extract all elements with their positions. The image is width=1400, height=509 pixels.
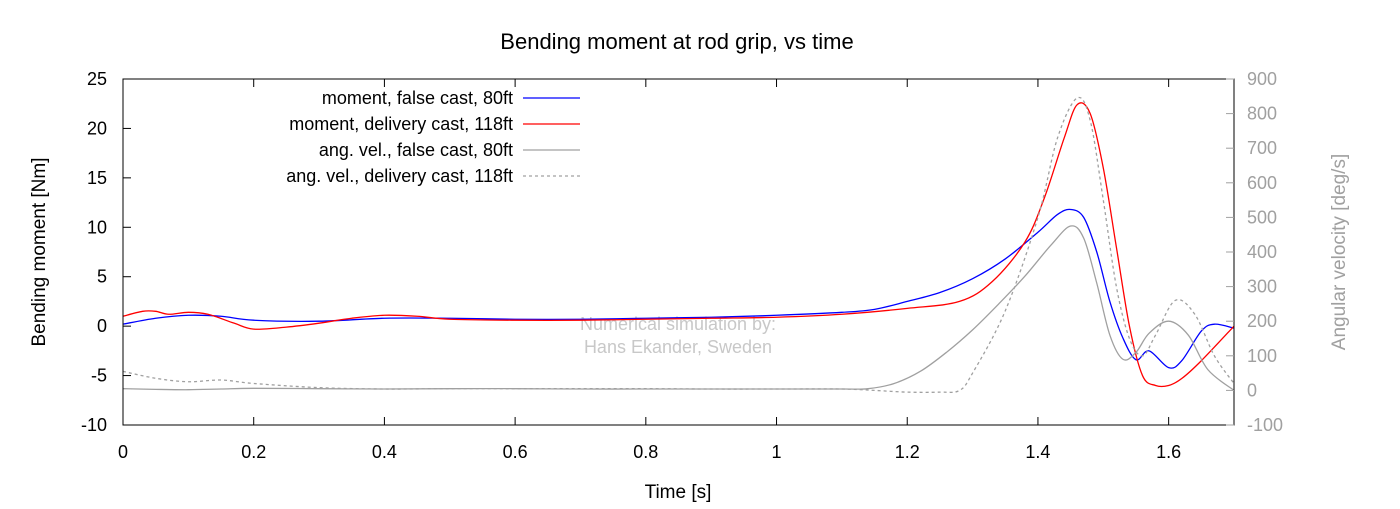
y-tick-label: 0	[97, 316, 107, 336]
y-tick-label: 5	[97, 267, 107, 287]
x-tick-label: 0	[118, 442, 128, 462]
watermark-line-2: Hans Ekander, Sweden	[584, 337, 772, 357]
x-tick-label: 0.8	[633, 442, 658, 462]
y-tick-label: 25	[87, 69, 107, 89]
y-tick-label: -10	[81, 415, 107, 435]
legend-label: moment, false cast, 80ft	[322, 88, 513, 108]
y2-tick-label: 500	[1247, 207, 1277, 227]
y-axis-label: Bending moment [Nm]	[29, 157, 50, 346]
legend: moment, false cast, 80ft moment, delivery…	[286, 88, 580, 186]
series-line-moment-delivery-cast-118ft	[122, 102, 1235, 388]
watermark-line-1: Numerical simulation by:	[580, 314, 776, 334]
x-tick-label: 1.2	[895, 442, 920, 462]
y2-tick-label: 100	[1247, 346, 1277, 366]
y-axis-left: -10 -5 0 5 10 15 20 25	[81, 69, 131, 435]
x-tick-label: 1.6	[1156, 442, 1181, 462]
y2-tick-label: 600	[1247, 173, 1277, 193]
y2-tick-label: 800	[1247, 104, 1277, 124]
chart-title: Bending moment at rod grip, vs time	[500, 29, 853, 54]
y2-tick-label: 0	[1247, 380, 1257, 400]
y2-tick-label: 200	[1247, 311, 1277, 331]
y2-axis-label: Angular velocity [deg/s]	[1329, 154, 1350, 350]
y-axis-right: -100 0 100 200 300 400 500 600 700 800 900	[1226, 69, 1283, 435]
legend-label: ang. vel., delivery cast, 118ft	[286, 166, 513, 186]
x-axis: 0 0.2 0.4 0.6 0.8 1 1.2 1.4 1.6	[118, 79, 1181, 462]
y2-tick-label: 700	[1247, 138, 1277, 158]
legend-label: moment, delivery cast, 118ft	[289, 114, 513, 134]
y-tick-label: 20	[87, 118, 107, 138]
x-tick-label: 0.2	[241, 442, 266, 462]
y2-tick-label: 900	[1247, 69, 1277, 89]
y2-tick-label: -100	[1247, 415, 1283, 435]
series-line-ang-vel-delivery-cast-118ft	[122, 96, 1235, 393]
series-line-ang-vel-false-cast-80ft	[122, 225, 1235, 391]
y-tick-label: 15	[87, 168, 107, 188]
legend-label: ang. vel., false cast, 80ft	[319, 140, 513, 160]
x-tick-label: 1.4	[1025, 442, 1050, 462]
y2-tick-label: 300	[1247, 277, 1277, 297]
x-tick-label: 0.6	[503, 442, 528, 462]
x-tick-label: 0.4	[372, 442, 397, 462]
y-tick-label: -5	[91, 366, 107, 386]
y2-tick-label: 400	[1247, 242, 1277, 262]
x-axis-label: Time [s]	[645, 482, 712, 503]
y-tick-label: 10	[87, 217, 107, 237]
plot-lines	[122, 96, 1235, 393]
x-tick-label: 1	[772, 442, 782, 462]
